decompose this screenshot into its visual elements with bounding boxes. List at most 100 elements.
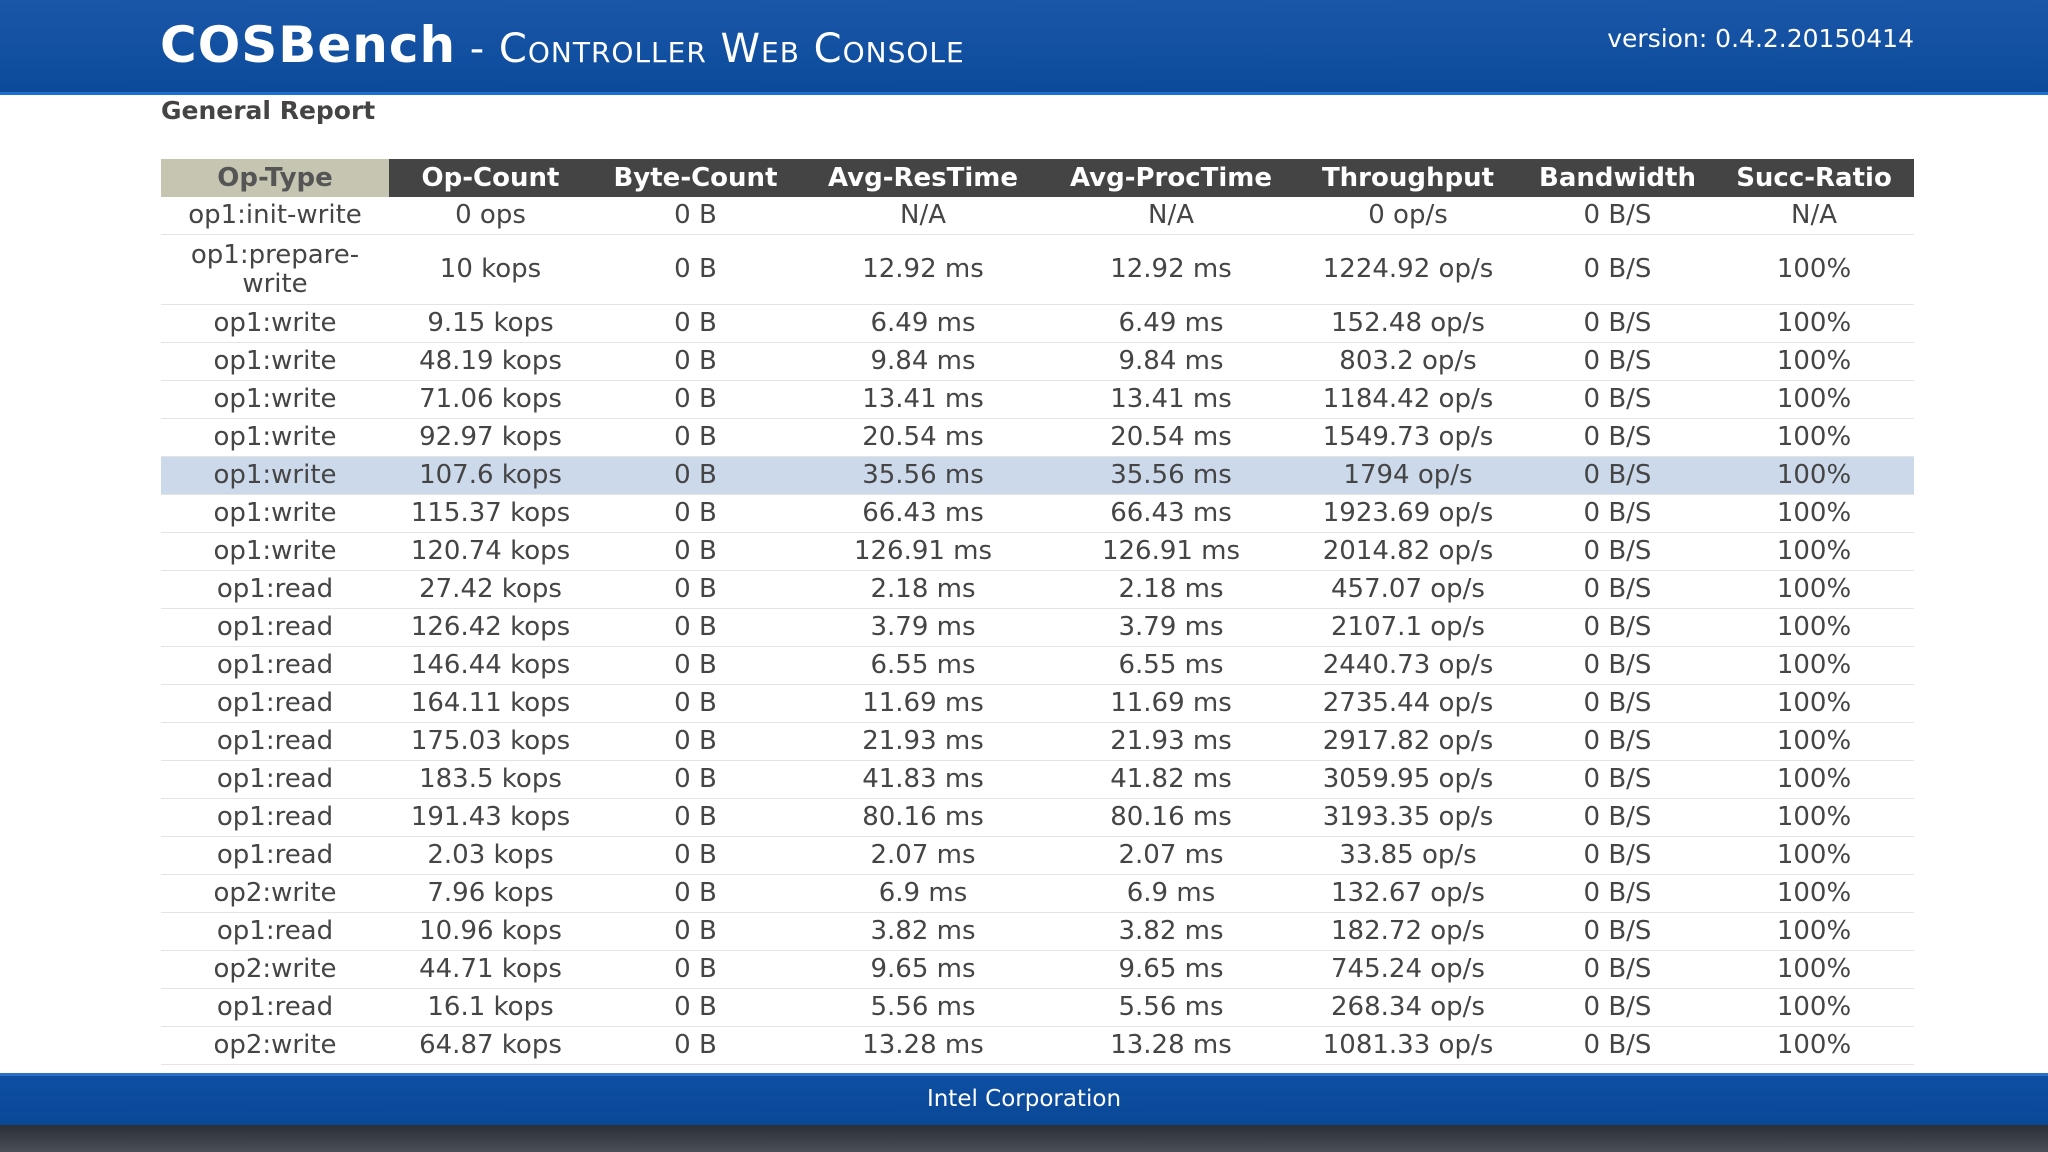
op-type-cell: op2:write bbox=[161, 950, 389, 990]
byte-count-cell: 0 B bbox=[592, 342, 799, 382]
column-header-op-count[interactable]: Op-Count bbox=[389, 159, 592, 197]
column-header-avg-restime[interactable]: Avg-ResTime bbox=[799, 159, 1047, 197]
avg-proctime-cell: 3.82 ms bbox=[1047, 912, 1295, 952]
op-type-cell: op1:read bbox=[161, 836, 389, 876]
column-header-succ-ratio[interactable]: Succ-Ratio bbox=[1714, 159, 1914, 197]
byte-count-cell: 0 B bbox=[592, 234, 799, 306]
column-header-avg-proctime[interactable]: Avg-ProcTime bbox=[1047, 159, 1295, 197]
avg-proctime-cell: 126.91 ms bbox=[1047, 532, 1295, 572]
byte-count-cell: 0 B bbox=[592, 532, 799, 572]
bandwidth-cell: 0 B/S bbox=[1521, 494, 1714, 534]
table-row[interactable]: op1:read 183.5 kops 0 B 41.83 ms 41.82 ms 305… bbox=[161, 760, 1914, 800]
table-row[interactable]: op1:write 48.19 kops 0 B 9.84 ms 9.84 ms 803.… bbox=[161, 342, 1914, 382]
table-row[interactable]: op1:read 175.03 kops 0 B 21.93 ms 21.93 ms 29… bbox=[161, 722, 1914, 762]
byte-count-cell: 0 B bbox=[592, 608, 799, 648]
op-count-cell: 64.87 kops bbox=[389, 1026, 592, 1066]
op-type-cell: op1:write bbox=[161, 494, 389, 534]
general-report-table: Op-Type Op-Count Byte-Count Avg-ResTime … bbox=[161, 159, 1914, 1066]
byte-count-cell: 0 B bbox=[592, 570, 799, 610]
throughput-cell: 0 op/s bbox=[1295, 197, 1521, 235]
avg-restime-cell: 6.55 ms bbox=[799, 646, 1047, 686]
op-count-cell: 107.6 kops bbox=[389, 456, 592, 496]
table-row[interactable]: op1:read 146.44 kops 0 B 6.55 ms 6.55 ms 2440… bbox=[161, 646, 1914, 686]
op-type-cell: op1:read bbox=[161, 722, 389, 762]
avg-restime-cell: 2.18 ms bbox=[799, 570, 1047, 610]
succ-ratio-cell: N/A bbox=[1714, 197, 1914, 235]
table-body: op1:init-write 0 ops 0 B N/A N/A 0 op/s 0 B/S N… bbox=[161, 197, 1914, 1066]
table-row[interactable]: op1:write 115.37 kops 0 B 66.43 ms 66.43 ms 1… bbox=[161, 494, 1914, 534]
bandwidth-cell: 0 B/S bbox=[1521, 380, 1714, 420]
byte-count-cell: 0 B bbox=[592, 197, 799, 235]
succ-ratio-cell: 100% bbox=[1714, 418, 1914, 458]
column-header-byte-count[interactable]: Byte-Count bbox=[592, 159, 799, 197]
byte-count-cell: 0 B bbox=[592, 418, 799, 458]
table-row[interactable]: op2:write 7.96 kops 0 B 6.9 ms 6.9 ms 132.67 … bbox=[161, 874, 1914, 914]
footer-bar: Intel Corporation bbox=[0, 1073, 2048, 1128]
throughput-cell: 2440.73 op/s bbox=[1295, 646, 1521, 686]
succ-ratio-cell: 100% bbox=[1714, 342, 1914, 382]
table-row[interactable]: op1:read 27.42 kops 0 B 2.18 ms 2.18 ms 457.0… bbox=[161, 570, 1914, 610]
table-row[interactable]: op1:write 71.06 kops 0 B 13.41 ms 13.41 ms 11… bbox=[161, 380, 1914, 420]
succ-ratio-cell: 100% bbox=[1714, 988, 1914, 1028]
succ-ratio-cell: 100% bbox=[1714, 456, 1914, 496]
column-header-throughput[interactable]: Throughput bbox=[1295, 159, 1521, 197]
succ-ratio-cell: 100% bbox=[1714, 760, 1914, 800]
table-row[interactable]: op1:write 92.97 kops 0 B 20.54 ms 20.54 ms 15… bbox=[161, 418, 1914, 458]
avg-proctime-cell: 11.69 ms bbox=[1047, 684, 1295, 724]
avg-proctime-cell: 20.54 ms bbox=[1047, 418, 1295, 458]
throughput-cell: 2917.82 op/s bbox=[1295, 722, 1521, 762]
succ-ratio-cell: 100% bbox=[1714, 494, 1914, 534]
table-row[interactable]: op1:write 107.6 kops 0 B 35.56 ms 35.56 ms 17… bbox=[161, 456, 1914, 496]
op-count-cell: 115.37 kops bbox=[389, 494, 592, 534]
table-row[interactable]: op1:read 2.03 kops 0 B 2.07 ms 2.07 ms 33.85 … bbox=[161, 836, 1914, 876]
succ-ratio-cell: 100% bbox=[1714, 532, 1914, 572]
succ-ratio-cell: 100% bbox=[1714, 380, 1914, 420]
table-row[interactable]: op1:read 126.42 kops 0 B 3.79 ms 3.79 ms 2107… bbox=[161, 608, 1914, 648]
column-header-bandwidth[interactable]: Bandwidth bbox=[1521, 159, 1714, 197]
op-type-cell: op1:read bbox=[161, 912, 389, 952]
bandwidth-cell: 0 B/S bbox=[1521, 874, 1714, 914]
table-row[interactable]: op1:write 9.15 kops 0 B 6.49 ms 6.49 ms 152.4… bbox=[161, 304, 1914, 344]
table-row[interactable]: op2:write 44.71 kops 0 B 9.65 ms 9.65 ms 745.… bbox=[161, 950, 1914, 990]
op-count-cell: 44.71 kops bbox=[389, 950, 592, 990]
bandwidth-cell: 0 B/S bbox=[1521, 342, 1714, 382]
table-row[interactable]: op1:read 16.1 kops 0 B 5.56 ms 5.56 ms 268.34… bbox=[161, 988, 1914, 1028]
op-count-cell: 126.42 kops bbox=[389, 608, 592, 648]
column-header-op-type[interactable]: Op-Type bbox=[161, 159, 389, 197]
table-row[interactable]: op2:write 64.87 kops 0 B 13.28 ms 13.28 ms 10… bbox=[161, 1026, 1914, 1066]
table-row[interactable]: op1:read 164.11 kops 0 B 11.69 ms 11.69 ms 27… bbox=[161, 684, 1914, 724]
table-row[interactable]: op1:write 120.74 kops 0 B 126.91 ms 126.91 m… bbox=[161, 532, 1914, 572]
succ-ratio-cell: 100% bbox=[1714, 912, 1914, 952]
op-count-cell: 0 ops bbox=[389, 197, 592, 235]
succ-ratio-cell: 100% bbox=[1714, 950, 1914, 990]
table-row[interactable]: op1:read 10.96 kops 0 B 3.82 ms 3.82 ms 182.7… bbox=[161, 912, 1914, 952]
avg-restime-cell: 2.07 ms bbox=[799, 836, 1047, 876]
table-row[interactable]: op1:prepare-write 10 kops 0 B 12.92 ms 12.92… bbox=[161, 234, 1914, 306]
throughput-cell: 2107.1 op/s bbox=[1295, 608, 1521, 648]
bandwidth-cell: 0 B/S bbox=[1521, 456, 1714, 496]
table-row[interactable]: op1:read 191.43 kops 0 B 80.16 ms 80.16 ms 31… bbox=[161, 798, 1914, 838]
op-type-cell: op1:write bbox=[161, 418, 389, 458]
op-type-cell: op1:write bbox=[161, 304, 389, 344]
op-type-cell: op1:write bbox=[161, 342, 389, 382]
succ-ratio-cell: 100% bbox=[1714, 570, 1914, 610]
header-bar: COSBench - Controller Web Console versio… bbox=[0, 0, 2048, 95]
byte-count-cell: 0 B bbox=[592, 988, 799, 1028]
app-title: COSBench - Controller Web Console bbox=[160, 20, 965, 70]
bandwidth-cell: 0 B/S bbox=[1521, 532, 1714, 572]
op-count-cell: 164.11 kops bbox=[389, 684, 592, 724]
avg-restime-cell: 3.79 ms bbox=[799, 608, 1047, 648]
bandwidth-cell: 0 B/S bbox=[1521, 234, 1714, 306]
avg-proctime-cell: 13.41 ms bbox=[1047, 380, 1295, 420]
throughput-cell: 152.48 op/s bbox=[1295, 304, 1521, 344]
avg-restime-cell: 11.69 ms bbox=[799, 684, 1047, 724]
avg-restime-cell: 20.54 ms bbox=[799, 418, 1047, 458]
succ-ratio-cell: 100% bbox=[1714, 304, 1914, 344]
avg-proctime-cell: 2.18 ms bbox=[1047, 570, 1295, 610]
op-type-cell: op1:write bbox=[161, 380, 389, 420]
bandwidth-cell: 0 B/S bbox=[1521, 304, 1714, 344]
byte-count-cell: 0 B bbox=[592, 836, 799, 876]
op-count-cell: 10.96 kops bbox=[389, 912, 592, 952]
section-title: General Report bbox=[161, 96, 376, 125]
table-row[interactable]: op1:init-write 0 ops 0 B N/A N/A 0 op/s 0 B/S N… bbox=[161, 197, 1914, 235]
